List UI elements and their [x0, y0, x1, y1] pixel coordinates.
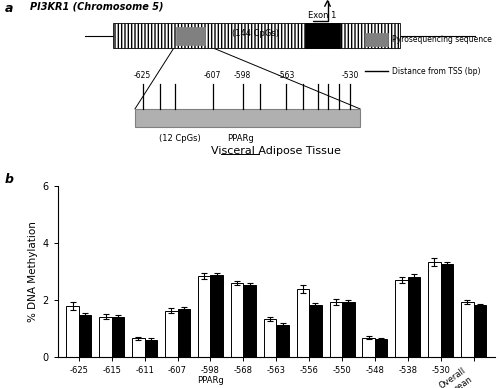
Text: -530: -530: [342, 71, 358, 80]
Bar: [440, 265, 453, 357]
Bar: [66, 306, 79, 357]
Bar: [198, 276, 210, 357]
Bar: [276, 325, 289, 357]
Text: (144 CpGs): (144 CpGs): [232, 29, 278, 38]
Bar: [132, 338, 144, 357]
Bar: [305, 23, 340, 48]
Bar: [264, 319, 276, 357]
Bar: [428, 262, 440, 357]
Bar: [210, 275, 223, 357]
Bar: [309, 305, 322, 357]
Bar: [178, 310, 190, 357]
Bar: [231, 283, 243, 357]
Bar: [365, 33, 388, 45]
Bar: [165, 310, 177, 357]
Bar: [461, 302, 473, 357]
Bar: [396, 280, 408, 357]
Text: Distance from TSS (bp): Distance from TSS (bp): [392, 67, 481, 76]
Text: Visceral Adipose Tissue: Visceral Adipose Tissue: [212, 146, 341, 156]
Bar: [244, 285, 256, 357]
Text: -607: -607: [204, 71, 221, 80]
Text: Exon 1: Exon 1: [308, 10, 336, 20]
Text: a: a: [5, 2, 14, 15]
Text: -563: -563: [278, 71, 294, 80]
Bar: [375, 339, 388, 357]
Bar: [408, 277, 420, 357]
Text: Pyrosequencing sequence: Pyrosequencing sequence: [392, 35, 492, 44]
Bar: [100, 317, 112, 357]
Bar: [342, 302, 354, 357]
Bar: [135, 109, 360, 127]
Bar: [296, 289, 309, 357]
Bar: [176, 27, 205, 45]
Y-axis label: % DNA Methylation: % DNA Methylation: [28, 221, 38, 322]
Text: PPARg: PPARg: [226, 134, 254, 143]
Bar: [144, 340, 157, 357]
Bar: [112, 317, 124, 357]
Text: -598: -598: [234, 71, 251, 80]
Text: b: b: [5, 173, 14, 186]
Bar: [79, 315, 92, 357]
Text: PI3KR1 (Chromosome 5): PI3KR1 (Chromosome 5): [30, 2, 164, 12]
Text: (12 CpGs): (12 CpGs): [159, 134, 201, 143]
Bar: [474, 305, 486, 357]
Bar: [112, 23, 400, 48]
Text: -625: -625: [134, 71, 151, 80]
Bar: [330, 302, 342, 357]
Bar: [362, 338, 375, 357]
